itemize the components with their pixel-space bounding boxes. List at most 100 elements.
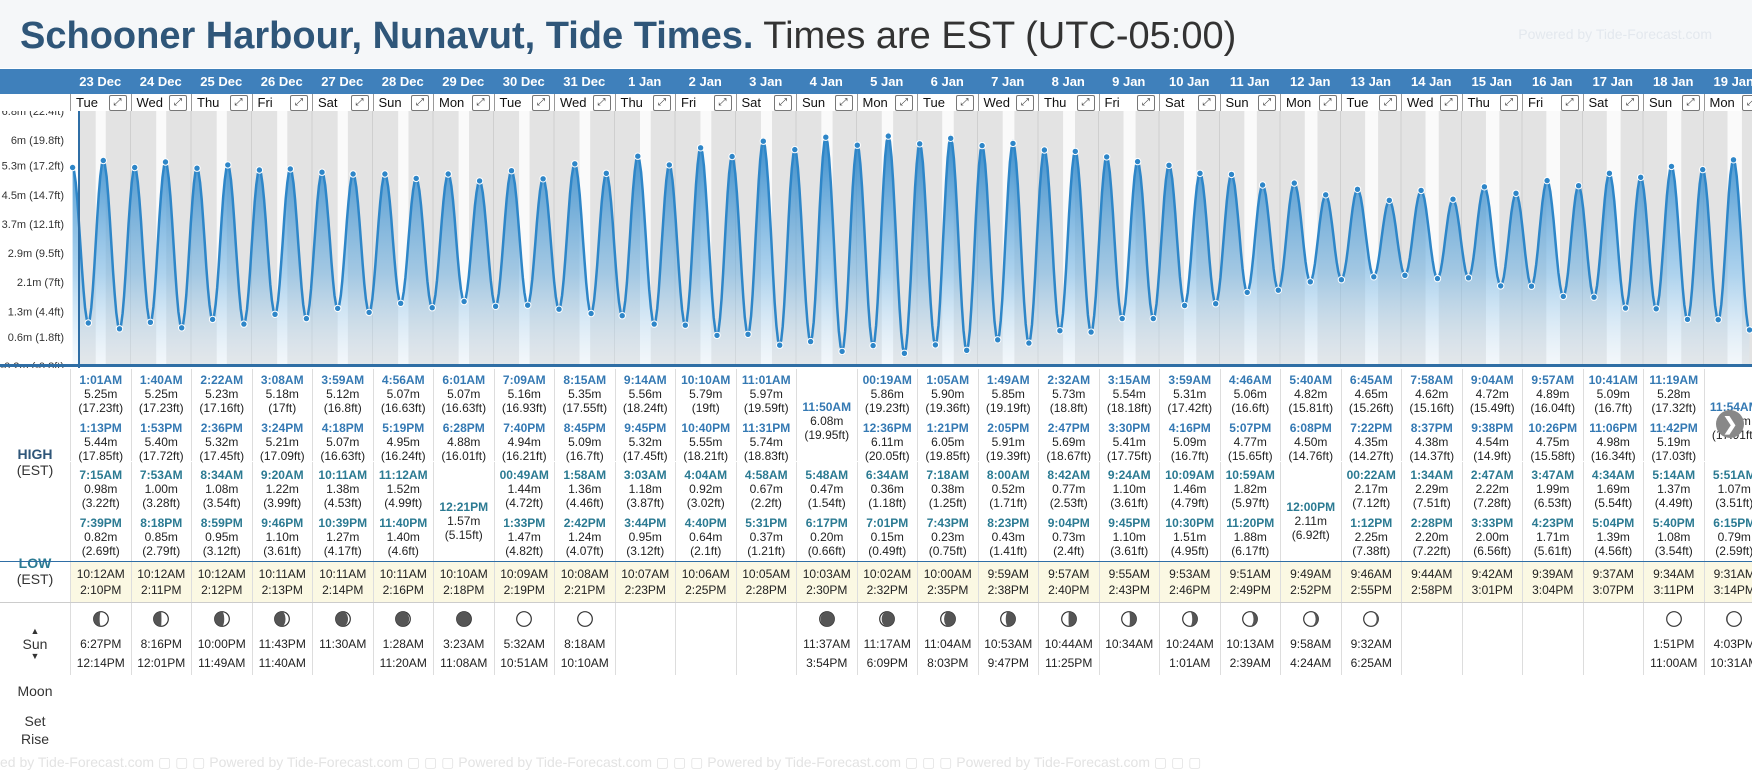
- high-tide-point[interactable]: [507, 167, 516, 175]
- low-tide-point[interactable]: [900, 349, 909, 358]
- expand-icon[interactable]: ⤢: [1621, 95, 1639, 111]
- high-tide-point[interactable]: [475, 177, 484, 185]
- low-tide-point[interactable]: [365, 308, 373, 317]
- low-tide-point[interactable]: [1306, 278, 1315, 286]
- low-tide-point[interactable]: [587, 309, 595, 318]
- low-tide-point[interactable]: [84, 319, 93, 327]
- high-tide-point[interactable]: [696, 144, 705, 152]
- expand-icon[interactable]: ⤢: [1258, 95, 1276, 111]
- expand-icon[interactable]: ⤢: [834, 95, 853, 111]
- expand-icon[interactable]: ⤢: [350, 95, 369, 111]
- low-tide-point[interactable]: [460, 297, 468, 306]
- expand-icon[interactable]: ⤢: [108, 95, 127, 111]
- expand-icon[interactable]: ⤢: [411, 95, 429, 111]
- low-tide-point[interactable]: [1149, 314, 1158, 323]
- expand-icon[interactable]: ⤢: [1742, 95, 1752, 111]
- high-tide-point[interactable]: [1009, 139, 1017, 148]
- low-tide-point[interactable]: [1337, 276, 1346, 284]
- low-tide-point[interactable]: [1180, 301, 1189, 310]
- low-tide-point[interactable]: [1274, 286, 1283, 294]
- low-tide-point[interactable]: [302, 314, 311, 323]
- expand-icon[interactable]: ⤢: [1379, 95, 1397, 111]
- high-tide-point[interactable]: [193, 164, 201, 172]
- expand-icon[interactable]: ⤢: [471, 95, 490, 111]
- low-tide-point[interactable]: [271, 310, 279, 319]
- expand-icon[interactable]: ⤢: [955, 95, 974, 111]
- high-tide-point[interactable]: [1699, 165, 1707, 174]
- low-tide-point[interactable]: [555, 305, 563, 313]
- low-tide-point[interactable]: [115, 325, 124, 333]
- low-tide-point[interactable]: [1212, 300, 1220, 308]
- high-tide-point[interactable]: [1667, 162, 1676, 171]
- high-tide-point[interactable]: [1040, 146, 1049, 154]
- expand-icon[interactable]: ⤢: [229, 95, 248, 111]
- low-tide-point[interactable]: [524, 301, 532, 309]
- high-tide-point[interactable]: [255, 166, 264, 174]
- expand-icon[interactable]: ⤢: [1681, 95, 1700, 111]
- low-tide-point[interactable]: [931, 341, 940, 349]
- low-tide-point[interactable]: [428, 304, 436, 312]
- low-tide-point[interactable]: [1590, 293, 1598, 301]
- low-tide-point[interactable]: [1243, 288, 1251, 297]
- credit-top[interactable]: Powered by Tide-Forecast.com: [1518, 26, 1712, 42]
- expand-icon[interactable]: ⤢: [1197, 95, 1216, 111]
- high-tide-point[interactable]: [539, 175, 547, 183]
- expand-icon[interactable]: ⤢: [1016, 95, 1034, 111]
- low-tide-point[interactable]: [713, 331, 721, 340]
- high-tide-point[interactable]: [1227, 170, 1236, 179]
- low-tide-point[interactable]: [178, 324, 186, 332]
- expand-icon[interactable]: ⤢: [653, 95, 671, 111]
- expand-icon[interactable]: ⤢: [1560, 95, 1579, 111]
- low-tide-point[interactable]: [208, 315, 217, 324]
- low-tide-point[interactable]: [1087, 328, 1095, 336]
- low-tide-point[interactable]: [806, 337, 815, 346]
- high-tide-point[interactable]: [1417, 186, 1425, 195]
- high-tide-point[interactable]: [68, 163, 77, 172]
- scroll-right-button[interactable]: ❯: [1716, 410, 1744, 438]
- low-tide-point[interactable]: [491, 302, 500, 311]
- high-tide-point[interactable]: [884, 132, 892, 140]
- low-tide-point[interactable]: [1056, 327, 1064, 335]
- high-tide-point[interactable]: [791, 145, 799, 154]
- high-tide-point[interactable]: [1605, 169, 1614, 177]
- high-tide-point[interactable]: [1543, 176, 1551, 185]
- high-tide-point[interactable]: [224, 161, 232, 169]
- high-tide-point[interactable]: [853, 141, 861, 149]
- high-tide-point[interactable]: [131, 163, 139, 172]
- low-tide-point[interactable]: [1559, 292, 1568, 301]
- high-tide-point[interactable]: [412, 174, 420, 183]
- low-tide-point[interactable]: [963, 346, 971, 355]
- low-tide-point[interactable]: [681, 321, 689, 329]
- low-tide-point[interactable]: [397, 299, 405, 308]
- high-tide-point[interactable]: [571, 160, 579, 168]
- high-tide-point[interactable]: [1637, 173, 1645, 182]
- high-tide-point[interactable]: [1449, 195, 1457, 203]
- low-tide-point[interactable]: [838, 347, 846, 356]
- high-tide-point[interactable]: [1258, 181, 1267, 189]
- high-tide-point[interactable]: [1290, 179, 1299, 187]
- high-tide-point[interactable]: [634, 152, 642, 160]
- high-tide-point[interactable]: [349, 170, 357, 178]
- low-tide-point[interactable]: [1370, 273, 1378, 281]
- low-tide-point[interactable]: [869, 341, 877, 350]
- high-tide-point[interactable]: [1574, 182, 1583, 190]
- low-tide-point[interactable]: [240, 320, 248, 328]
- low-tide-point[interactable]: [618, 312, 626, 320]
- expand-icon[interactable]: ⤢: [1439, 95, 1458, 111]
- low-tide-point[interactable]: [1401, 271, 1409, 280]
- low-tide-point[interactable]: [1118, 314, 1126, 323]
- high-tide-point[interactable]: [947, 134, 955, 142]
- high-tide-point[interactable]: [916, 140, 924, 148]
- high-tide-point[interactable]: [1103, 153, 1111, 161]
- high-tide-point[interactable]: [161, 158, 170, 166]
- expand-icon[interactable]: ⤢: [592, 95, 611, 111]
- low-tide-point[interactable]: [1714, 316, 1722, 324]
- high-tide-point[interactable]: [665, 161, 673, 169]
- low-tide-point[interactable]: [1464, 274, 1473, 282]
- low-tide-point[interactable]: [776, 341, 784, 349]
- high-tide-point[interactable]: [759, 137, 767, 145]
- high-tide-point[interactable]: [822, 133, 830, 141]
- high-tide-point[interactable]: [286, 165, 294, 173]
- high-tide-point[interactable]: [602, 169, 610, 177]
- low-tide-point[interactable]: [650, 320, 658, 328]
